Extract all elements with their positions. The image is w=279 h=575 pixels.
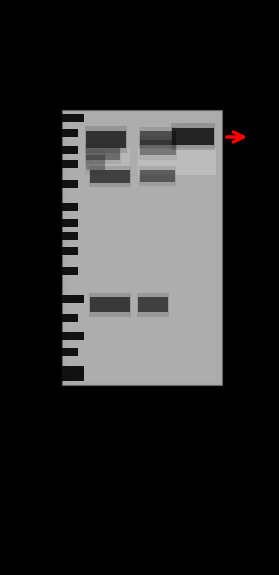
Bar: [62, 267, 78, 275]
Bar: [62, 160, 78, 168]
Bar: [140, 170, 175, 182]
Bar: [139, 136, 177, 159]
Bar: [139, 166, 176, 186]
Bar: [62, 146, 78, 154]
Bar: [62, 203, 78, 211]
Bar: [68, 113, 217, 382]
Bar: [140, 131, 176, 145]
Bar: [85, 151, 106, 174]
Bar: [62, 219, 78, 227]
Bar: [140, 140, 176, 155]
Bar: [90, 297, 130, 312]
Bar: [62, 366, 84, 374]
Bar: [138, 148, 216, 175]
Bar: [90, 170, 130, 183]
Bar: [62, 110, 222, 385]
Bar: [89, 166, 131, 187]
Bar: [170, 123, 215, 150]
Bar: [62, 232, 78, 240]
Bar: [62, 348, 78, 356]
Bar: [172, 128, 214, 145]
Bar: [62, 129, 78, 137]
Bar: [62, 295, 84, 303]
Bar: [86, 131, 126, 148]
Bar: [62, 114, 84, 122]
Bar: [85, 126, 128, 153]
Bar: [62, 314, 78, 322]
Bar: [86, 155, 105, 170]
Bar: [89, 293, 131, 316]
Bar: [62, 247, 78, 255]
Bar: [85, 144, 121, 164]
Bar: [137, 293, 169, 316]
Bar: [62, 332, 84, 340]
Bar: [86, 148, 130, 170]
Bar: [139, 127, 177, 149]
Bar: [62, 373, 84, 381]
Bar: [62, 180, 78, 188]
Bar: [138, 297, 168, 312]
Bar: [86, 148, 120, 160]
